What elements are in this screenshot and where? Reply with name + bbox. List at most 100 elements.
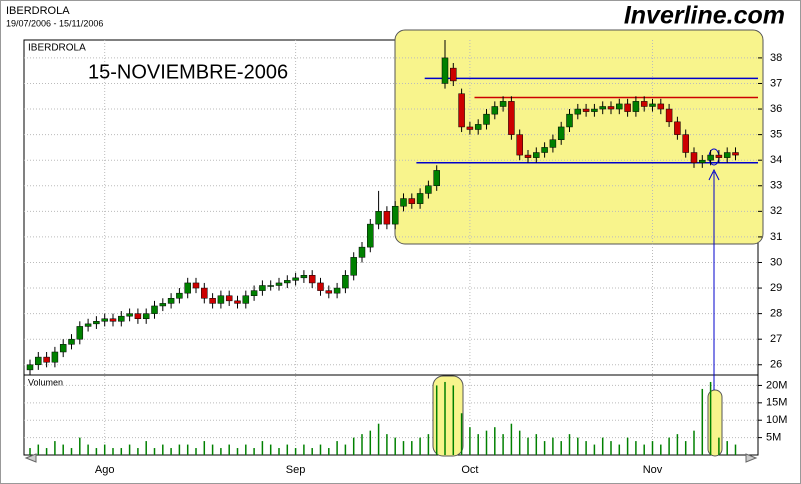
y-tick-label: 38 xyxy=(770,52,782,64)
candle-body xyxy=(433,170,440,187)
candle-body xyxy=(51,351,59,363)
candle-body xyxy=(474,124,482,130)
candle-body xyxy=(342,275,349,289)
axis-arrow xyxy=(24,453,758,463)
candle-body xyxy=(408,198,416,204)
candle-body xyxy=(201,287,208,299)
arrow-head xyxy=(708,168,720,181)
x-tick-label: Nov xyxy=(643,464,663,476)
candle-body xyxy=(599,106,606,110)
y-tick-label: 27 xyxy=(770,333,782,345)
candle-body xyxy=(541,147,548,153)
candle-body xyxy=(26,364,34,371)
y-tick-label: 35 xyxy=(770,129,782,141)
candle-body xyxy=(591,108,598,112)
candle-body xyxy=(292,277,299,281)
candle-body xyxy=(425,185,432,194)
candle-body xyxy=(259,285,266,291)
candle-body xyxy=(533,152,540,158)
candle-body xyxy=(59,344,67,353)
candle-body xyxy=(640,101,648,107)
candle-body xyxy=(707,154,714,161)
candle-body xyxy=(690,152,698,163)
y-tick-label: 36 xyxy=(770,103,782,115)
candle-body xyxy=(400,198,407,207)
candle-body xyxy=(43,356,50,363)
candle-body xyxy=(616,103,623,110)
candle-body xyxy=(499,101,507,107)
candle-body xyxy=(566,113,573,128)
y-tick-label: 30 xyxy=(770,256,782,268)
candle-body xyxy=(126,313,133,317)
candle-body xyxy=(234,300,241,304)
candle-body xyxy=(557,126,565,140)
y-tick-label: 28 xyxy=(770,308,782,320)
candle-body xyxy=(242,295,250,304)
candle-body xyxy=(151,305,158,314)
candle-body xyxy=(491,106,499,115)
y-tick-label: 37 xyxy=(770,77,782,89)
candle-body xyxy=(93,321,100,325)
candle-body xyxy=(416,193,424,204)
candle-body xyxy=(84,323,92,327)
chart-subtitle: 19/07/2006 - 15/11/2006 xyxy=(6,18,103,28)
candle-body xyxy=(142,313,150,319)
candle-body xyxy=(723,152,731,158)
candle-body xyxy=(516,134,523,156)
y-tick-label: 32 xyxy=(770,205,782,217)
candle-body xyxy=(317,282,324,291)
candle-body xyxy=(101,318,108,322)
candle-body xyxy=(649,103,656,107)
candle-body xyxy=(308,275,316,284)
candle-body xyxy=(732,152,739,156)
candle-body xyxy=(325,290,333,294)
candle-body xyxy=(665,108,673,123)
candle-body xyxy=(176,292,183,299)
candle-body xyxy=(632,101,640,112)
candle-body xyxy=(333,287,341,294)
candle-body xyxy=(682,134,689,153)
candle-body xyxy=(167,298,175,304)
y-tick-label: 15M xyxy=(766,397,787,409)
candle-body xyxy=(109,318,117,322)
candle-body xyxy=(134,313,142,319)
candle-body xyxy=(275,282,283,286)
candle-body xyxy=(159,303,167,307)
volume-label: Volumen xyxy=(28,377,63,387)
candle-body xyxy=(367,223,374,248)
candle-body xyxy=(350,257,357,276)
candle-body xyxy=(118,315,125,322)
candle-body xyxy=(300,275,308,279)
chart-title: IBERDROLA xyxy=(6,5,70,17)
annotation: 15-NOVIEMBRE-2006 xyxy=(88,61,288,83)
candle-body xyxy=(209,298,216,304)
candle-body xyxy=(715,154,723,158)
candle-body xyxy=(508,101,515,135)
x-tick-label: Oct xyxy=(461,464,478,476)
candle-body xyxy=(375,211,382,225)
y-tick-label: 29 xyxy=(770,282,782,294)
y-tick-label: 34 xyxy=(770,154,782,166)
volume-highlight xyxy=(432,375,464,457)
candle-body xyxy=(225,295,233,302)
candle-body xyxy=(582,108,590,112)
candle-body xyxy=(549,139,557,148)
candle-body xyxy=(450,67,457,82)
candle-body xyxy=(441,57,449,84)
candle-body xyxy=(76,326,84,340)
candle-body xyxy=(284,280,291,284)
candle-body xyxy=(391,205,399,225)
candle-body xyxy=(267,285,274,287)
candle-body xyxy=(184,282,191,294)
candle-body xyxy=(657,103,665,110)
y-tick-label: 31 xyxy=(770,231,782,243)
candle-body xyxy=(250,290,258,296)
brand: Inverline.com xyxy=(624,2,785,30)
candle-body xyxy=(574,108,582,115)
candle-body xyxy=(674,121,681,135)
candle-body xyxy=(35,356,42,366)
candle-body xyxy=(607,106,615,110)
y-tick-label: 33 xyxy=(770,180,782,192)
